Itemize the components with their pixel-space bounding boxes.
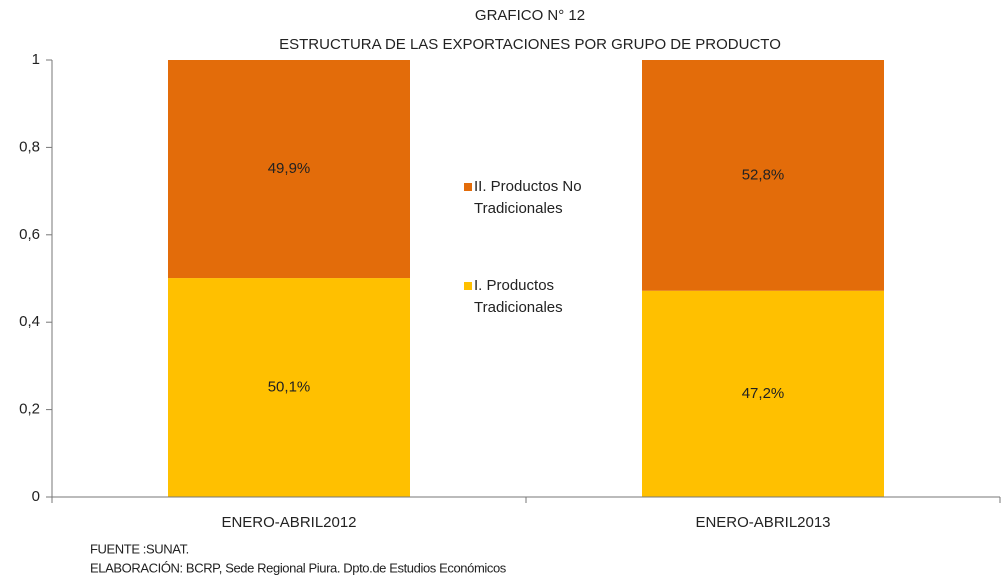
bar-segment — [642, 60, 884, 291]
x-tick-label: ENERO-ABRIL2012 — [221, 514, 356, 531]
value-label: 52,8% — [742, 166, 785, 183]
credit-note: ELABORACIÓN: BCRP, Sede Regional Piura. … — [90, 560, 507, 575]
legend-label: I. Productos Tradicionales — [474, 277, 563, 316]
chart-title: GRAFICO N° 12 — [475, 7, 585, 24]
y-tick-label: 0,4 — [19, 313, 40, 330]
bar-segment — [168, 278, 410, 497]
y-tick-label: 0 — [32, 488, 40, 505]
legend-entry: II. Productos No Tradicionales — [474, 178, 582, 217]
y-tick-label: 0,8 — [19, 138, 40, 155]
legend-entry: I. Productos Tradicionales — [474, 277, 563, 316]
chart-subtitle: ESTRUCTURA DE LAS EXPORTACIONES POR GRUP… — [279, 36, 781, 53]
value-label: 50,1% — [268, 379, 311, 396]
bar-segment — [168, 60, 410, 279]
legend-label: II. Productos No Tradicionales — [474, 178, 582, 217]
source-note: FUENTE :SUNAT. — [90, 541, 189, 556]
x-tick-label: ENERO-ABRIL2013 — [695, 514, 830, 531]
legend-swatch — [464, 282, 472, 290]
value-label: 49,9% — [268, 160, 311, 177]
y-tick-label: 1 — [32, 51, 40, 68]
value-label: 47,2% — [742, 385, 785, 402]
bar-segment — [642, 290, 884, 497]
y-tick-label: 0,6 — [19, 226, 40, 243]
y-tick-label: 0,2 — [19, 401, 40, 418]
legend-swatch — [464, 183, 472, 191]
